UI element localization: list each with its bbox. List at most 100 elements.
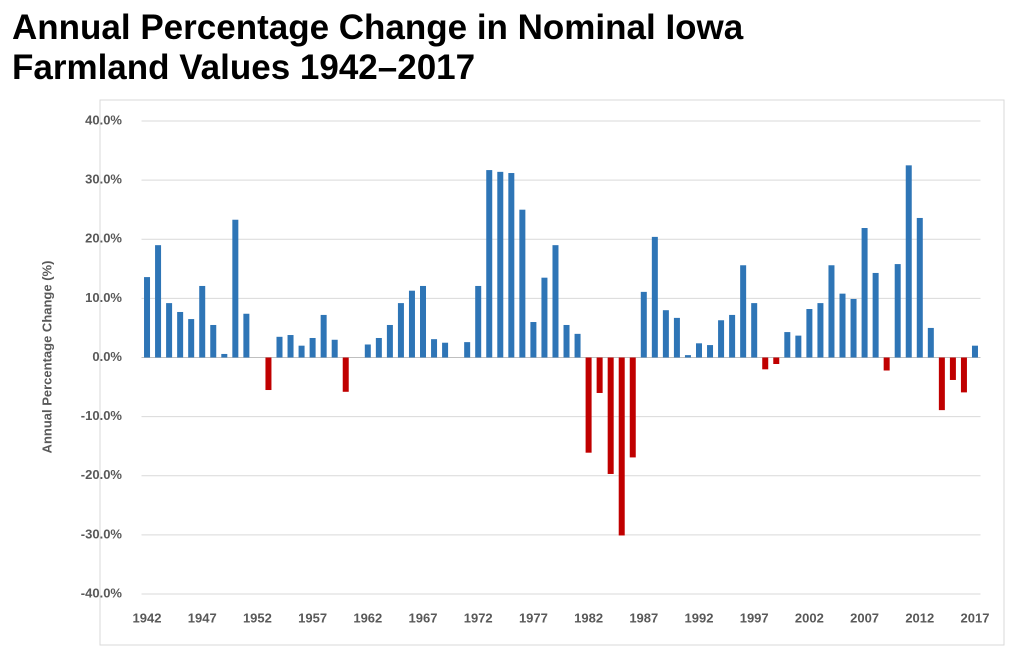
bar — [640, 291, 647, 358]
bar — [839, 293, 846, 358]
y-tick-label: -40.0% — [81, 585, 123, 600]
bar — [497, 171, 504, 358]
x-tick-label: 1957 — [298, 610, 327, 625]
bar — [276, 336, 283, 358]
bar — [596, 357, 603, 393]
bar — [144, 277, 151, 358]
bar — [894, 264, 901, 358]
bar — [795, 335, 802, 358]
bar — [740, 265, 747, 358]
x-tick-label: 2017 — [961, 610, 990, 625]
bar — [420, 285, 427, 358]
bar — [155, 245, 162, 358]
x-tick-label: 1987 — [629, 610, 658, 625]
y-tick-label: 30.0% — [85, 172, 122, 187]
bar — [662, 310, 669, 358]
bar — [431, 339, 438, 358]
x-tick-label: 2002 — [795, 610, 824, 625]
bar — [695, 343, 702, 358]
bar — [530, 322, 537, 358]
bar — [971, 345, 978, 358]
bar — [927, 327, 934, 358]
y-tick-label: 0.0% — [92, 349, 122, 364]
bar — [949, 357, 956, 380]
bar — [960, 357, 967, 393]
x-tick-label: 1952 — [243, 610, 272, 625]
bar — [386, 324, 393, 358]
bar — [784, 332, 791, 358]
y-tick-label: 20.0% — [85, 231, 122, 246]
bar — [287, 335, 294, 358]
bar — [585, 357, 592, 453]
bar — [166, 303, 173, 358]
bar — [188, 319, 195, 358]
y-tick-label: -20.0% — [81, 467, 123, 482]
bar — [298, 345, 305, 358]
bar — [883, 357, 890, 371]
x-tick-label: 1962 — [353, 610, 382, 625]
bar — [817, 303, 824, 358]
bar — [563, 324, 570, 358]
bar — [331, 339, 338, 358]
bar — [607, 357, 614, 474]
bar — [684, 355, 691, 358]
bar — [442, 342, 449, 358]
bar — [243, 313, 250, 358]
bar — [673, 317, 680, 358]
bar — [828, 265, 835, 358]
bar — [508, 173, 515, 358]
bar — [916, 217, 923, 358]
bar — [552, 245, 559, 358]
bar — [199, 285, 206, 358]
bar — [762, 357, 769, 370]
bar — [905, 165, 912, 358]
x-tick-label: 2007 — [850, 610, 879, 625]
x-tick-label: 1942 — [133, 610, 162, 625]
bar — [872, 272, 879, 358]
bar — [519, 209, 526, 358]
y-tick-label: -30.0% — [81, 526, 123, 541]
y-tick-label: -10.0% — [81, 408, 123, 423]
bar — [729, 314, 736, 358]
bar — [574, 333, 581, 358]
bar — [718, 320, 725, 358]
bar — [629, 357, 636, 458]
x-tick-label: 1972 — [464, 610, 493, 625]
bar — [265, 357, 272, 391]
bar — [364, 344, 371, 358]
bar — [806, 309, 813, 358]
bar — [618, 357, 625, 536]
bar — [375, 337, 382, 358]
bar — [221, 353, 228, 358]
bar — [309, 337, 316, 358]
bar — [751, 303, 758, 358]
x-tick-label: 1967 — [409, 610, 438, 625]
bar — [486, 170, 493, 358]
bar — [861, 228, 868, 358]
bar — [177, 311, 184, 358]
bar — [210, 324, 217, 358]
y-axis-label: Annual Percentage Change (%) — [39, 261, 54, 454]
x-tick-label: 1977 — [519, 610, 548, 625]
chart-title: Annual Percentage Change in Nominal Iowa… — [12, 8, 744, 87]
bar — [850, 298, 857, 358]
chart-border — [99, 99, 1005, 646]
x-tick-label: 1947 — [188, 610, 217, 625]
bar — [773, 357, 780, 365]
y-tick-label: 40.0% — [85, 112, 122, 127]
bar — [541, 277, 548, 358]
x-tick-label: 1982 — [574, 610, 603, 625]
bar — [320, 314, 327, 358]
bar — [475, 285, 482, 358]
bar — [464, 342, 471, 358]
bar — [651, 236, 658, 358]
bar — [408, 290, 415, 358]
bar — [397, 303, 404, 358]
bar — [707, 345, 714, 358]
bar — [938, 357, 945, 411]
y-tick-label: 10.0% — [85, 290, 122, 305]
bar — [342, 357, 349, 392]
bar — [232, 219, 239, 358]
